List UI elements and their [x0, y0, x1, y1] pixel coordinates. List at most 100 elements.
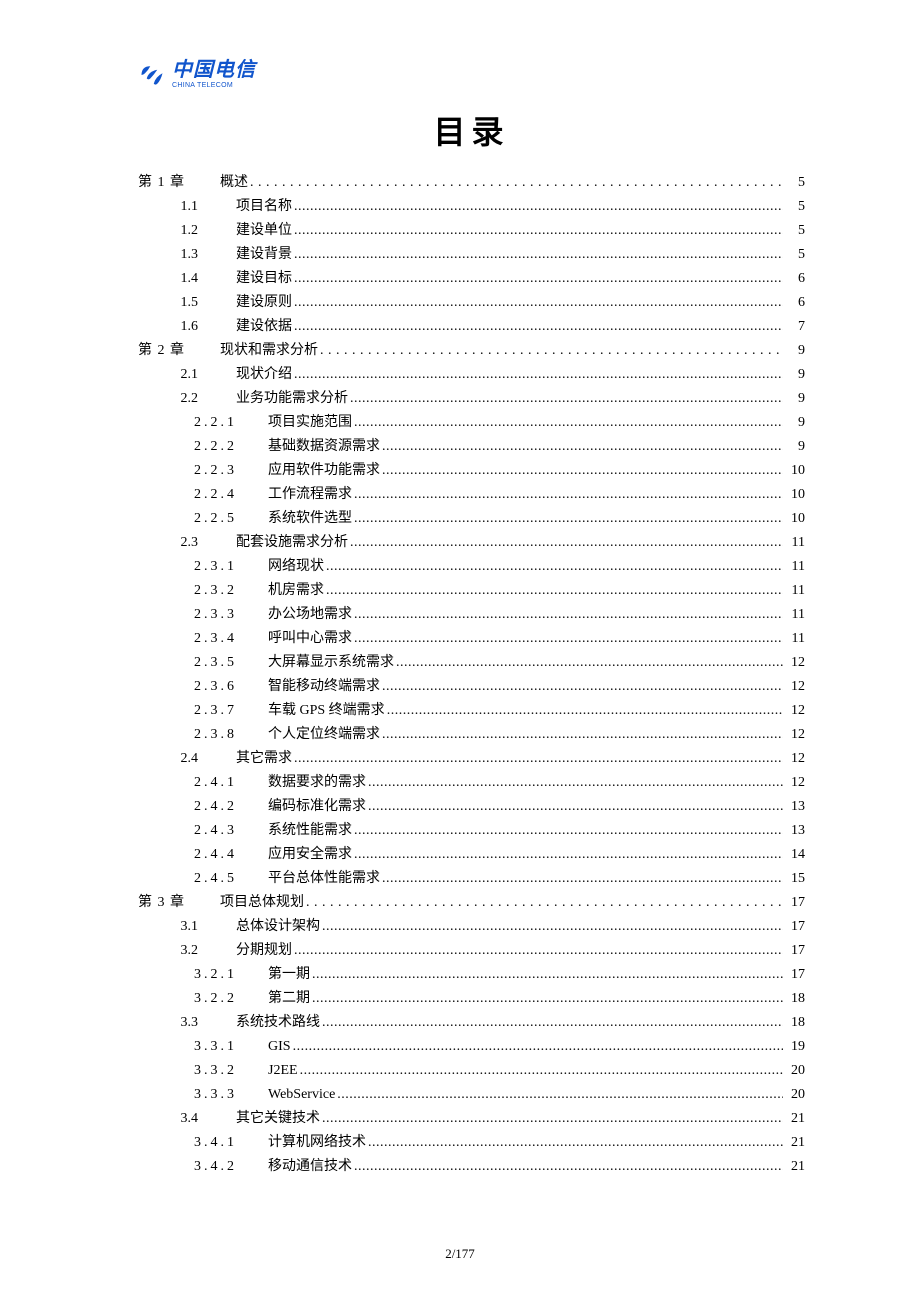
toc-entry-title: 平台总体性能需求 — [268, 867, 380, 891]
toc-entry-page: 12 — [785, 699, 805, 723]
toc-entry: 1.1项目名称5 — [138, 195, 805, 219]
toc-entry-page: 12 — [785, 771, 805, 795]
toc-leader-dots — [294, 939, 783, 963]
toc-leader-dots — [294, 315, 783, 339]
toc-entry: 2.4.3系统性能需求13 — [138, 819, 805, 843]
toc-entry-title: 系统技术路线 — [236, 1011, 320, 1035]
toc-entry-page: 18 — [785, 1011, 805, 1035]
toc-entry-page: 9 — [785, 387, 805, 411]
toc-entry-title: 应用安全需求 — [268, 843, 352, 867]
toc-leader-dots — [326, 579, 783, 603]
toc-entry-number: 1.5 — [138, 291, 236, 315]
toc-entry-title: 个人定位终端需求 — [268, 723, 380, 747]
toc-entry: 2.4.2编码标准化需求13 — [138, 795, 805, 819]
toc-entry-page: 21 — [785, 1131, 805, 1155]
toc-entry-page: 17 — [785, 891, 805, 915]
logo-en: CHINA TELECOM — [172, 82, 256, 89]
toc-entry: 3.2.1第一期17 — [138, 963, 805, 987]
toc-leader-dots — [354, 843, 783, 867]
toc-entry-number: 2.1 — [138, 363, 236, 387]
toc-entry: 2.4.5平台总体性能需求15 — [138, 867, 805, 891]
toc-entry-page: 21 — [785, 1155, 805, 1179]
toc-entry-page: 5 — [785, 195, 805, 219]
toc-entry-number: 第 1 章 — [138, 171, 220, 195]
toc-leader-dots — [382, 459, 783, 483]
toc-entry: 1.5建设原则6 — [138, 291, 805, 315]
toc-entry-number: 1.4 — [138, 267, 236, 291]
toc-entry: 1.4建设目标6 — [138, 267, 805, 291]
toc-entry-page: 9 — [785, 411, 805, 435]
toc-entry-page: 13 — [785, 819, 805, 843]
toc-entry-title: 数据要求的需求 — [268, 771, 366, 795]
toc-entry-page: 10 — [785, 483, 805, 507]
toc-leader-dots — [368, 771, 783, 795]
toc-entry-number: 第 3 章 — [138, 891, 220, 915]
toc-entry-page: 21 — [785, 1107, 805, 1131]
toc-leader-dots — [326, 555, 783, 579]
toc-entry-page: 11 — [785, 627, 805, 651]
toc-leader-dots — [250, 171, 783, 195]
toc-entry: 2.1现状介绍9 — [138, 363, 805, 387]
toc-entry-page: 10 — [785, 459, 805, 483]
toc-entry-number: 2.3.1 — [138, 555, 268, 579]
toc-leader-dots — [337, 1083, 783, 1107]
toc-leader-dots — [294, 747, 783, 771]
toc-entry: 2.2.1项目实施范围9 — [138, 411, 805, 435]
toc-entry-title: 项目总体规划 — [220, 891, 304, 915]
toc-entry-title: J2EE — [268, 1059, 298, 1083]
toc-entry-title: 呼叫中心需求 — [268, 627, 352, 651]
toc-entry: 3.4其它关键技术21 — [138, 1107, 805, 1131]
toc-entry-number: 第 2 章 — [138, 339, 220, 363]
toc-leader-dots — [354, 603, 783, 627]
toc-leader-dots — [312, 987, 783, 1011]
toc-entry-page: 5 — [785, 219, 805, 243]
toc-entry: 1.6建设依据7 — [138, 315, 805, 339]
toc-entry-page: 17 — [785, 915, 805, 939]
toc-entry: 2.4.1数据要求的需求 12 — [138, 771, 805, 795]
toc-entry: 第 1 章概述 5 — [138, 171, 805, 195]
toc-entry-number: 3.4.1 — [138, 1131, 268, 1155]
toc-entry: 1.2建设单位5 — [138, 219, 805, 243]
toc-entry-number: 2.3.7 — [138, 699, 268, 723]
toc-entry-number: 2.2.1 — [138, 411, 268, 435]
toc-entry-number: 2.4.1 — [138, 771, 268, 795]
toc-leader-dots — [382, 867, 783, 891]
toc-entry-title: WebService — [268, 1083, 335, 1107]
toc-leader-dots — [354, 507, 783, 531]
toc-entry-number: 2.2.2 — [138, 435, 268, 459]
toc-leader-dots — [294, 267, 783, 291]
toc-entry-title: 概述 — [220, 171, 248, 195]
toc-entry-title: 分期规划 — [236, 939, 292, 963]
toc-entry-page: 5 — [785, 171, 805, 195]
toc-entry-number: 2.2.3 — [138, 459, 268, 483]
toc-entry-page: 5 — [785, 243, 805, 267]
toc-entry: 2.2.2基础数据资源需求9 — [138, 435, 805, 459]
china-telecom-icon — [138, 61, 166, 89]
toc-entry: 第 2 章现状和需求分析9 — [138, 339, 805, 363]
toc-leader-dots — [294, 291, 783, 315]
toc-leader-dots — [306, 891, 783, 915]
toc-entry: 2.2.3应用软件功能需求10 — [138, 459, 805, 483]
toc-entry: 2.3.7车载 GPS 终端需求 12 — [138, 699, 805, 723]
toc-entry-page: 18 — [785, 987, 805, 1011]
toc-entry-title: 现状和需求分析 — [220, 339, 318, 363]
toc-entry-page: 12 — [785, 675, 805, 699]
toc-leader-dots — [382, 723, 783, 747]
toc-entry: 3.3.3WebService 20 — [138, 1083, 805, 1107]
toc-leader-dots — [354, 627, 783, 651]
toc-entry-title: 编码标准化需求 — [268, 795, 366, 819]
toc-entry-number: 1.1 — [138, 195, 236, 219]
toc-entry-title: 其它需求 — [236, 747, 292, 771]
toc-entry-title: 系统性能需求 — [268, 819, 352, 843]
toc-leader-dots — [350, 531, 783, 555]
toc-list: 第 1 章概述51.1项目名称51.2建设单位51.3建设背景51.4建设目标6… — [138, 171, 805, 1179]
toc-entry-title: 建设目标 — [236, 267, 292, 291]
toc-entry: 2.3.8个人定位终端需求12 — [138, 723, 805, 747]
toc-entry-page: 11 — [785, 531, 805, 555]
toc-leader-dots — [382, 435, 783, 459]
toc-entry-number: 3.3 — [138, 1011, 236, 1035]
toc-entry: 2.3.2机房需求11 — [138, 579, 805, 603]
toc-leader-dots — [354, 1155, 783, 1179]
toc-entry: 第 3 章项目总体规划 17 — [138, 891, 805, 915]
toc-entry-number: 2.2.5 — [138, 507, 268, 531]
